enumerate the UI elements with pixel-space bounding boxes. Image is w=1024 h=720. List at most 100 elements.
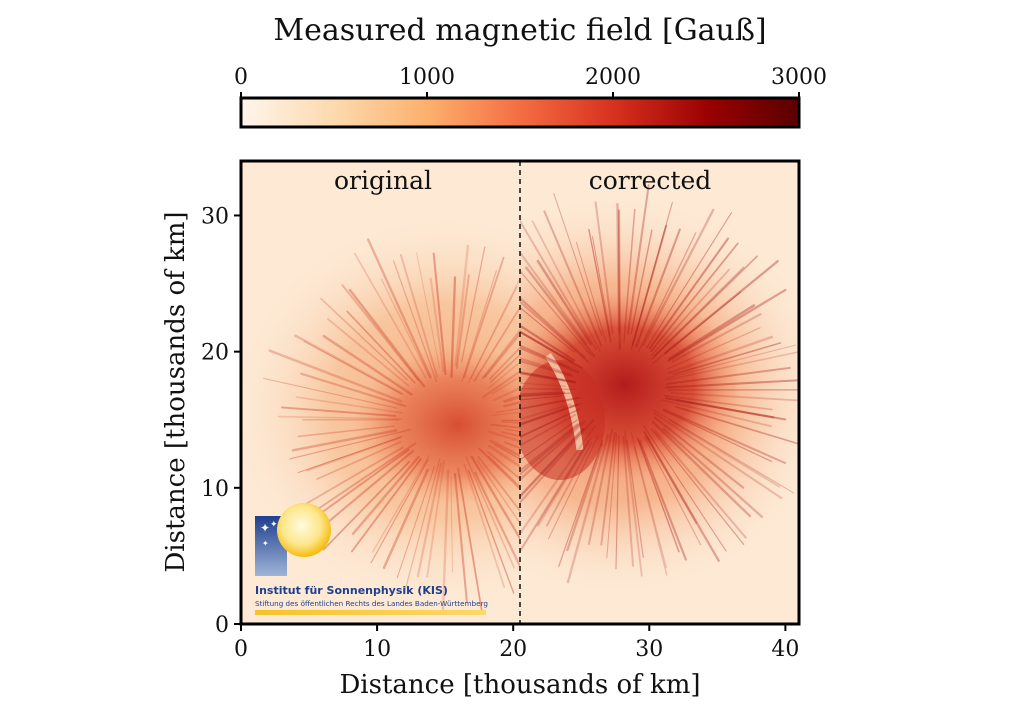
filament-streak	[664, 379, 799, 389]
filament-streak	[606, 433, 618, 559]
x-tick-label: 20	[499, 637, 527, 662]
y-axis: 0 10 20 30	[201, 204, 241, 638]
filament-streak	[666, 327, 761, 370]
filament-streak	[636, 437, 680, 553]
filament-streak	[520, 382, 566, 387]
filament-streak	[642, 208, 715, 346]
y-tick-label: 10	[201, 477, 229, 502]
filament-streak	[450, 276, 457, 378]
filament-streak	[320, 297, 408, 381]
filament-streak	[558, 439, 604, 567]
filament-streak	[463, 256, 505, 379]
filament-streak	[461, 269, 497, 383]
filament-streak	[486, 450, 520, 481]
x-tick-label: 40	[771, 637, 799, 662]
filament-streak	[341, 284, 420, 382]
filament-streak	[520, 372, 577, 384]
filament-streak	[520, 270, 592, 356]
filament-streak	[675, 399, 775, 419]
filament-streak	[432, 252, 447, 376]
colorbar-gradient	[241, 98, 799, 127]
filament-streak	[626, 439, 644, 558]
filament-streak	[643, 431, 720, 562]
colorbar-tick-label: 3000	[771, 65, 827, 90]
filament-streak	[623, 208, 636, 343]
filament-streak	[457, 467, 483, 611]
filament-streak	[662, 427, 764, 519]
filament-streak	[536, 259, 593, 346]
filament-streak	[467, 469, 515, 594]
colorbar-tick-label: 1000	[399, 65, 455, 90]
filament-streak	[646, 436, 698, 525]
filament-streak	[520, 395, 563, 401]
filament-streak	[520, 250, 588, 346]
filament-streak	[660, 399, 772, 428]
filament-streak	[553, 193, 603, 336]
y-axis-label: Distance [thousands of km]	[161, 211, 191, 572]
filament-streak	[317, 449, 415, 531]
filament-streak	[404, 458, 441, 593]
filament-streak	[587, 428, 614, 545]
filament-streak	[429, 277, 445, 373]
filament-streak	[665, 344, 797, 379]
logo-title: Institut für Sonnenphysik (KIS)	[255, 584, 448, 597]
filament-streak	[615, 435, 620, 570]
logo-subtitle: Stiftung des öffentlichen Rechts des Lan…	[255, 599, 488, 608]
filament-streak	[653, 412, 783, 500]
filament-streak	[667, 335, 774, 375]
filament-streak	[327, 318, 410, 387]
filament-streak	[490, 353, 520, 383]
filament-streak	[520, 306, 575, 353]
filament-streak	[487, 430, 520, 443]
filament-streak	[666, 366, 791, 385]
filament-streak	[543, 210, 603, 347]
filament-streak	[520, 296, 587, 359]
filament-streak	[380, 278, 431, 379]
plot-frame	[239, 159, 801, 626]
filament-streak	[487, 455, 520, 488]
filament-streak	[520, 330, 574, 364]
filament-streak	[664, 397, 787, 421]
star-icon: ✦	[262, 539, 269, 548]
filament-streak	[666, 350, 799, 381]
colorbar-label: Measured magnetic field [Gauß]	[273, 13, 766, 48]
filament-streak	[520, 387, 577, 391]
colorbar-frame	[239, 96, 801, 129]
filament-streak	[303, 340, 402, 394]
filament-streak	[638, 232, 697, 352]
colorbar: Measured magnetic field [Gauß] 0 1000 2000…	[234, 13, 827, 129]
star-icon: ✦	[260, 521, 270, 535]
filament-streak	[643, 425, 727, 552]
filament-streak	[520, 344, 570, 369]
filament-streak	[470, 455, 520, 541]
x-tick-label: 10	[363, 637, 391, 662]
filament-streak	[520, 403, 572, 421]
filament-streak	[458, 474, 483, 612]
filament-streak	[663, 260, 779, 355]
filament-streak	[575, 241, 607, 343]
filament-streak	[663, 394, 773, 411]
filament-streak	[501, 431, 520, 438]
filament-streak	[654, 409, 795, 494]
filament-streak	[415, 252, 441, 369]
filament-streak	[348, 288, 426, 388]
x-tick-label: 0	[234, 637, 248, 662]
filament-streak	[663, 408, 787, 464]
filament-streak	[520, 414, 567, 438]
filament-streak	[566, 433, 610, 584]
filament-streak	[426, 459, 445, 578]
filament-streak	[520, 219, 597, 351]
filament-streak	[370, 459, 429, 564]
filament-streak	[520, 420, 586, 481]
filament-streak	[531, 220, 601, 352]
filament-streak	[520, 392, 572, 398]
filament-streak	[291, 429, 398, 452]
filament-streak	[654, 266, 745, 357]
filament-streaks-corrected	[520, 184, 799, 584]
kis-logo: ✦ ✦ ✦ Institut für Sonnenphysik (KIS) St…	[255, 503, 488, 615]
filament-streak	[322, 460, 411, 551]
filament-streak	[467, 277, 520, 384]
filament-streak	[520, 414, 576, 447]
filament-streak	[630, 201, 673, 350]
